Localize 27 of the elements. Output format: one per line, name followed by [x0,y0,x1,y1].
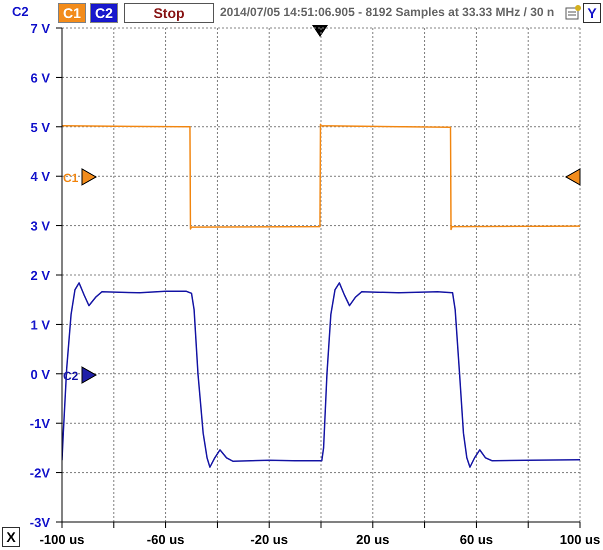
text: C1 [58,3,86,23]
x-tick-label: 60 us [460,532,494,547]
text: X [2,527,20,547]
x-tick-label: -60 us [146,532,184,547]
y-axis-title: C2 [12,4,29,19]
line-series [62,124,580,230]
y-tick-label: 6 V [30,70,50,86]
legend-label: C1 [63,170,79,185]
y-tick-label: 1 V [30,317,50,332]
line-series [62,282,580,468]
y-tick-label: -2V [30,466,50,481]
y-tick-label: -1V [30,416,50,432]
chart-title: 2014/07/05 14:51:06.905 - 8192 Samples at 33.33 MHz / 30 n [220,5,554,19]
y-tick-label: 0 V [30,366,50,382]
x-tick-label: 20 us [356,532,390,547]
x-tick-label: 100 us [560,532,600,547]
y-tick-label: 7 V [30,21,50,36]
x-tick-label: -100 us [40,532,84,547]
y-tick-label: 4 V [30,169,50,184]
y-tick-label: 3 V [30,218,50,234]
text: Stop [124,3,214,23]
text: C2 [90,3,118,23]
text: Y [583,3,601,23]
x-tick-label: -20 us [250,532,288,547]
y-tick-label: -3V [30,515,50,530]
y-tick-label: 5 V [30,120,50,135]
y-tick-label: 2 V [30,268,50,283]
